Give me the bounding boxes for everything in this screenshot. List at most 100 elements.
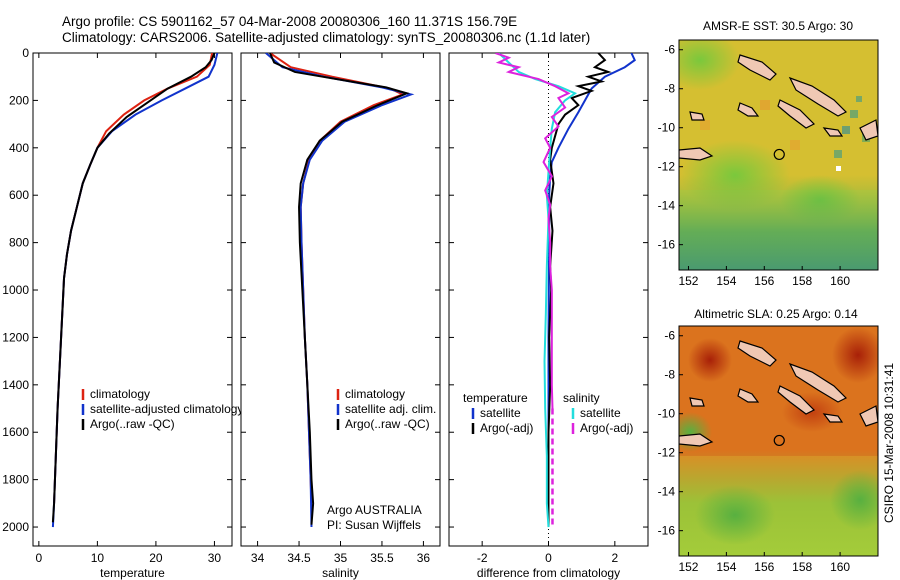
depth-tick-label: 1800 [2,473,29,487]
salinity-legend-label: satellite adj. clim. [345,402,436,416]
salinity-panel: 34 34.5 35 35.5 36 salinity climatologysatelli… [240,52,441,580]
sst-lon-tick-label: 154 [716,274,736,288]
temperature-series-line [51,53,216,523]
depth-tick-label: 1600 [2,425,29,439]
argo-credit-line: PI: Susan Wijffels [327,518,421,532]
salinity-series-line [269,53,410,525]
salinity-plot-frame [240,52,441,547]
sla-lon-tick-label: 160 [830,560,850,574]
sla-lat-tick-label: -8 [664,368,675,382]
temperature-x-tick-label: 30 [208,551,222,565]
depth-tick-label: 1200 [2,330,29,344]
sst-lat-tick-label: -14 [658,199,676,213]
sst-lat-tick-label: -8 [664,82,675,96]
temperature-x-tick-label: 10 [91,551,105,565]
temperature-axis-label: temperature [100,566,165,580]
temperature-legend-label: climatology [90,387,150,401]
sla-lat-tick-label: -6 [664,329,675,343]
temperature-plot-frame [32,52,233,547]
sst-lat-tick-label: -16 [658,238,676,252]
salinity-x-tick-label: 36 [417,551,431,565]
difference-series-group [495,53,636,528]
sst-map-title: AMSR-E SST: 30.5 Argo: 30 [703,19,853,33]
sst-map-green-patch [679,40,740,90]
temperature-x-tick-label: 0 [36,551,43,565]
sst-map-axes: 152 154 156 158 160 -6 -8 -10 -12 -14 -16 [658,43,851,288]
sst-map-land [679,54,878,161]
sst-lat-tick-label: -10 [658,121,676,135]
sst-map-frame [678,39,879,271]
difference-x-tick-label: 0 [545,551,552,565]
difference-legend-label: satellite [580,406,621,420]
sla-lon-tick-label: 158 [792,560,812,574]
difference-x-tick-label: -2 [477,551,488,565]
sst-argo-location [773,148,785,161]
depth-tick-label: 2000 [2,520,29,534]
sst-lon-tick-label: 156 [754,274,774,288]
salinity-x-tick-label: 35.5 [370,551,394,565]
difference-series-line [547,53,636,528]
sla-map-high-center [832,327,878,383]
salinity-x-tick-label: 34.5 [287,551,311,565]
depth-tick-label: 400 [9,141,29,155]
sla-lat-tick-label: -16 [658,524,676,538]
sla-map-title: Altimetric SLA: 0.25 Argo: 0.14 [694,307,858,321]
temperature-panel: 0 10 20 30 0 200 400 600 800 1000 1200 1400 1600 1800… [2,46,243,580]
sst-lon-tick-label: 152 [678,274,698,288]
sst-lon-tick-label: 160 [830,274,850,288]
sla-lat-tick-label: -10 [658,407,676,421]
sst-map [679,40,878,270]
argo-credit-line: Argo AUSTRALIA [327,503,422,517]
salinity-series-group [265,53,415,528]
depth-tick-label: 800 [9,236,29,250]
difference-axis-label: difference from climatology [477,566,620,580]
sla-map-axes: 152 154 156 158 160 -6 -8 -10 -12 -14 -16 [658,329,851,574]
difference-legend-label: satellite [480,406,521,420]
temperature-legend-label: Argo(..raw -QC) [90,417,175,431]
sla-lat-tick-label: -14 [658,485,676,499]
figure-title-line1: Argo profile: CS 5901162_57 04-Mar-2008 … [62,14,517,29]
difference-legend-label: Argo(-adj) [480,421,533,435]
sla-lat-tick-label: -12 [658,446,676,460]
depth-tick-label: 600 [9,188,29,202]
temperature-legend-label: satellite-adjusted climatology [90,402,243,416]
salinity-axis-label: salinity [322,566,359,580]
figure-title-line2: Climatology: CARS2006. Satellite-adjuste… [62,30,590,45]
depth-tick-label: 0 [22,46,29,60]
sst-map-cool-band [679,175,878,270]
salinity-x-tick-label: 35 [334,551,348,565]
difference-legend: temperaturesatelliteArgo(-adj)salinitysa… [463,391,633,435]
sla-map-green-patch [695,485,775,545]
sla-lon-tick-label: 156 [754,560,774,574]
difference-series-line [547,53,612,528]
depth-tick-label: 1400 [2,378,29,392]
sla-map-high-center [688,338,732,382]
depth-tick-label: 200 [9,93,29,107]
difference-legend-label: Argo(-adj) [580,421,633,435]
difference-legend-label: salinity [563,391,600,405]
sst-lat-tick-label: -6 [664,43,675,57]
side-timestamp: CSIRO 15-Mar-2008 10:31:41 [882,363,896,523]
sla-map [679,326,878,556]
salinity-x-tick-label: 34 [251,551,265,565]
depth-tick-label: 1000 [2,283,29,297]
difference-series-line [495,53,571,409]
sla-map-land [679,340,878,447]
sla-lon-tick-label: 154 [716,560,736,574]
temperature-series-group [51,53,219,528]
sla-argo-location [773,434,785,447]
salinity-legend-label: Argo(..raw -QC) [345,417,430,431]
difference-x-tick-label: 2 [611,551,618,565]
temperature-x-tick-label: 20 [149,551,163,565]
sst-map-missing-pixel [836,166,841,171]
sst-lon-tick-label: 158 [792,274,812,288]
salinity-legend-label: climatology [345,387,405,401]
sst-lat-tick-label: -12 [658,160,676,174]
difference-legend-label: temperature [463,391,528,405]
sla-map-frame [678,325,879,557]
sla-lon-tick-label: 152 [678,560,698,574]
